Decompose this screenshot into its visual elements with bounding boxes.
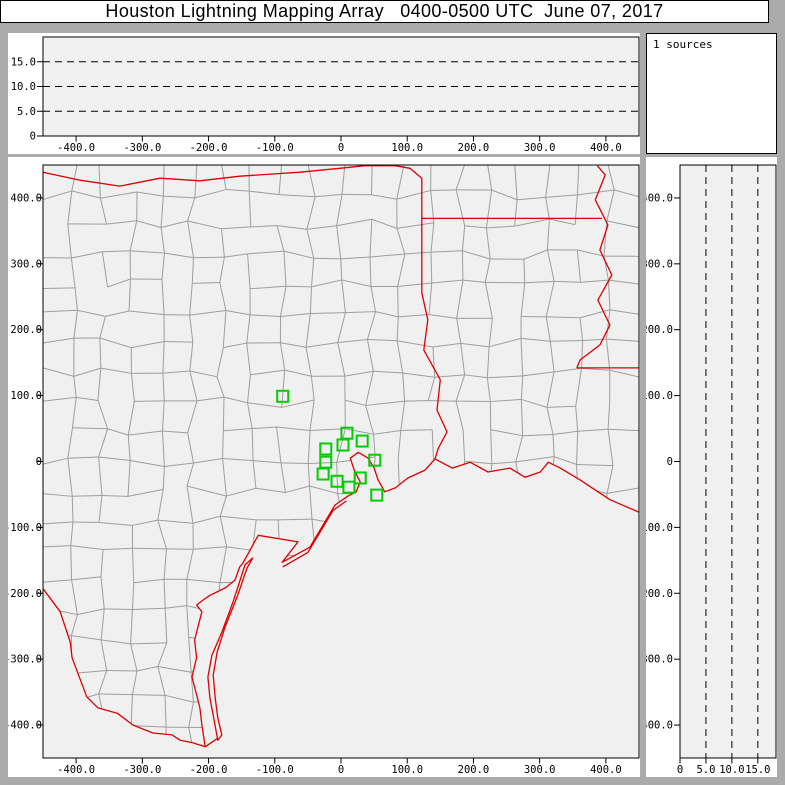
lma-station-marker xyxy=(355,434,369,448)
svg-text:200.0: 200.0 xyxy=(458,142,490,154)
svg-text:15.0: 15.0 xyxy=(745,764,770,776)
svg-text:-100.0: -100.0 xyxy=(8,522,42,534)
svg-text:200.0: 200.0 xyxy=(646,324,673,336)
svg-text:0: 0 xyxy=(677,764,683,776)
svg-text:10.0: 10.0 xyxy=(719,764,744,776)
lma-station-marker xyxy=(370,488,384,502)
svg-text:300.0: 300.0 xyxy=(646,258,673,270)
plan-view-map-plot: -400.0 -300.0 -200.0 -100.0 0 100.0 200.0 300.0… xyxy=(8,164,640,776)
svg-text:100.0: 100.0 xyxy=(391,142,423,154)
svg-text:0: 0 xyxy=(667,456,673,468)
svg-text:5.0: 5.0 xyxy=(696,764,715,776)
svg-text:-400.0: -400.0 xyxy=(646,720,673,732)
lma-station-marker xyxy=(276,389,290,403)
svg-text:0: 0 xyxy=(36,456,42,468)
svg-text:400.0: 400.0 xyxy=(590,142,622,154)
svg-text:-300.0: -300.0 xyxy=(646,654,673,666)
lma-station-marker xyxy=(368,453,382,467)
svg-text:-400.0: -400.0 xyxy=(57,764,95,776)
source-count-panel: 1 sources xyxy=(646,33,777,154)
svg-text:0: 0 xyxy=(338,142,344,154)
svg-text:-300.0: -300.0 xyxy=(123,764,161,776)
svg-text:300.0: 300.0 xyxy=(524,764,556,776)
svg-text:100.0: 100.0 xyxy=(391,764,423,776)
svg-text:300.0: 300.0 xyxy=(10,258,42,270)
svg-text:-100.0: -100.0 xyxy=(646,522,673,534)
svg-text:0: 0 xyxy=(338,764,344,776)
svg-text:200.0: 200.0 xyxy=(10,324,42,336)
lma-station-marker xyxy=(319,442,333,456)
svg-text:5.0: 5.0 xyxy=(17,106,36,118)
svg-text:-400.0: -400.0 xyxy=(57,142,95,154)
svg-text:400.0: 400.0 xyxy=(10,192,42,204)
svg-text:-100.0: -100.0 xyxy=(256,764,294,776)
svg-text:100.0: 100.0 xyxy=(10,390,42,402)
page-title: Houston Lightning Mapping Array 0400-050… xyxy=(0,0,769,23)
lma-station-marker xyxy=(316,467,330,481)
altitude-vs-north-south-plot: 400.0 300.0 200.0 100.0 0 -100.0 -200.0 -300.0 -… xyxy=(646,164,777,776)
svg-text:400.0: 400.0 xyxy=(646,192,673,204)
svg-text:-400.0: -400.0 xyxy=(8,720,42,732)
svg-text:15.0: 15.0 xyxy=(11,56,36,68)
altitude-vs-north-south-panel: 400.0 300.0 200.0 100.0 0 -100.0 -200.0 -300.0 -… xyxy=(646,157,777,777)
plan-view-map-panel: -400.0 -300.0 -200.0 -100.0 0 100.0 200.0 300.0… xyxy=(8,157,640,777)
svg-text:-100.0: -100.0 xyxy=(256,142,294,154)
svg-text:-200.0: -200.0 xyxy=(190,764,228,776)
altitude-vs-east-west-panel: -400.0 -300.0 -200.0 -100.0 0 100.0 200.0 300.0… xyxy=(8,33,640,154)
altitude-vs-east-west-plot: -400.0 -300.0 -200.0 -100.0 0 100.0 200.0 300.0… xyxy=(11,36,640,154)
svg-text:200.0: 200.0 xyxy=(458,764,490,776)
lma-station-marker xyxy=(353,471,367,485)
source-count-label: 1 sources xyxy=(653,38,713,51)
svg-text:-200.0: -200.0 xyxy=(646,588,673,600)
svg-text:-200.0: -200.0 xyxy=(190,142,228,154)
lma-station-marker xyxy=(342,480,356,494)
lma-station-marker xyxy=(336,438,350,452)
svg-text:400.0: 400.0 xyxy=(590,764,622,776)
svg-text:300.0: 300.0 xyxy=(524,142,556,154)
svg-text:0: 0 xyxy=(30,131,36,143)
svg-text:-300.0: -300.0 xyxy=(8,654,42,666)
svg-text:10.0: 10.0 xyxy=(11,81,36,93)
svg-text:100.0: 100.0 xyxy=(646,390,673,402)
svg-text:-300.0: -300.0 xyxy=(123,142,161,154)
svg-text:-200.0: -200.0 xyxy=(8,588,42,600)
